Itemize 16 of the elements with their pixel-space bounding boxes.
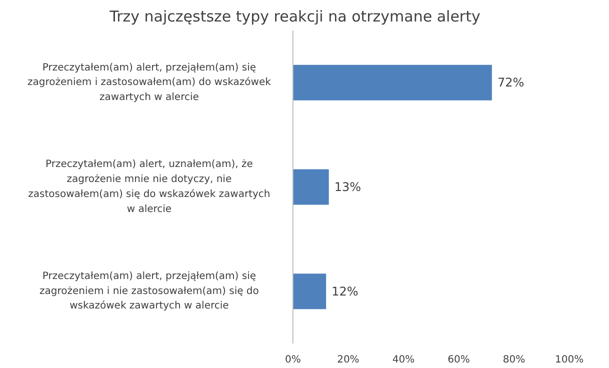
- x-tick-label: 100%: [555, 354, 584, 366]
- data-label: 13%: [334, 180, 362, 194]
- y-tick-label: Przeczytałem(am) alert, uznałem(am), że zagrożenie mnie nie dotyczy, nie zastosowałem(am) się do wskazówek zawartych w alercie: [28, 159, 270, 215]
- y-tick-label: Przeczytałem(am) alert, przejąłem(am) się zagrożeniem i nie zastosowałem(am) się do wskazówek zawartych w alercie: [40, 270, 259, 312]
- y-tick-label: Przeczytałem(am) alert, przejąłem(am) się zagrożeniem i zastosowałem(am) do wskazówek zawartych w alercie: [28, 62, 272, 104]
- x-tick-label: 80%: [502, 354, 526, 366]
- x-tick-label: 0%: [284, 354, 301, 366]
- data-label: 12%: [332, 284, 358, 298]
- x-tick-label: 60%: [448, 354, 470, 366]
- data-label: 72%: [497, 76, 524, 90]
- chart-title: Trzy najczęstsze typy reakcji na otrzymane alerty: [108, 8, 480, 26]
- x-tick-label: 20%: [337, 354, 360, 366]
- x-tick-label: 40%: [392, 354, 415, 366]
- bar: [292, 64, 492, 100]
- bar: [292, 169, 329, 205]
- bar: [292, 274, 326, 310]
